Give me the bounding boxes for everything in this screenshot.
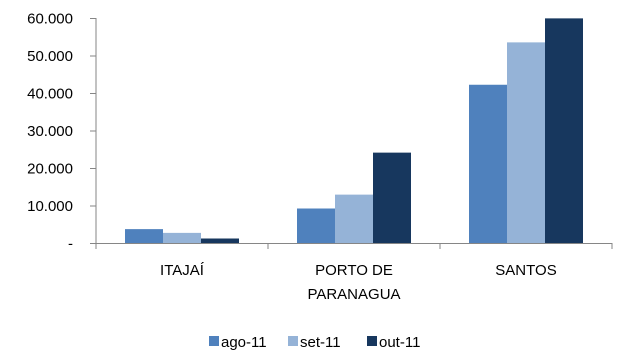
bar-ago-11-0 [125, 229, 163, 243]
y-tick-label: 10.000 [27, 198, 73, 215]
legend: ago-11 set-11 out-11 [209, 334, 420, 351]
y-tick-label: 40.000 [27, 86, 73, 103]
legend-swatch [209, 336, 219, 346]
bars [125, 18, 583, 243]
legend-label: set-11 [300, 334, 341, 351]
legend-label: ago-11 [221, 334, 267, 351]
bar-ago-11-2 [469, 84, 507, 243]
bar-out-11-2 [545, 18, 583, 243]
bar-out-11-1 [373, 152, 411, 243]
y-tick-label: - [68, 236, 73, 253]
x-category-label: ITAJAÍ [160, 262, 205, 279]
bar-set-11-0 [163, 232, 201, 243]
y-tick-label: 30.000 [27, 123, 73, 140]
y-axis: - 10.000 20.000 30.000 40.000 50.000 60.000 [27, 11, 97, 253]
bar-ago-11-1 [297, 208, 335, 243]
x-category-label: PORTO DE [315, 262, 393, 279]
legend-swatch [288, 336, 298, 346]
x-category-label: SANTOS [495, 262, 556, 279]
x-category-label: PARANAGUA [307, 286, 400, 303]
legend-label: out-11 [379, 334, 420, 351]
bar-out-11-0 [201, 238, 239, 243]
y-tick-label: 60.000 [27, 11, 73, 28]
y-tick-label: 20.000 [27, 161, 73, 178]
bar-set-11-2 [507, 42, 545, 243]
bar-set-11-1 [335, 194, 373, 243]
y-tick-label: 50.000 [27, 48, 73, 65]
x-axis: ITAJAÍ PORTO DE PARANAGUA SANTOS [90, 243, 613, 303]
legend-swatch [367, 336, 377, 346]
